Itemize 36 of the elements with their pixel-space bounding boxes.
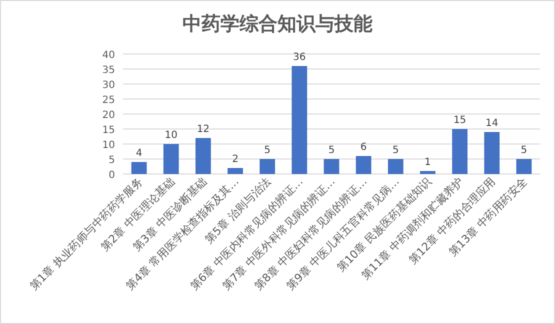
- data-label: 5: [328, 145, 335, 156]
- bar: [452, 129, 468, 174]
- bar: [195, 138, 211, 174]
- y-tick-label: 35: [102, 65, 115, 76]
- data-label: 2: [232, 154, 238, 165]
- y-tick-label: 30: [102, 80, 115, 91]
- y-tick-label: 0: [108, 170, 115, 181]
- y-tick-label: 20: [102, 110, 115, 121]
- bar: [516, 159, 532, 174]
- y-tick-label: 25: [102, 95, 115, 106]
- y-tick-label: 15: [102, 125, 115, 136]
- chart-title: 中药学综合知识与技能: [182, 13, 372, 35]
- bar: [131, 162, 147, 174]
- data-label: 15: [453, 115, 466, 126]
- bar: [228, 168, 243, 174]
- y-tick-label: 40: [102, 50, 115, 61]
- data-label: 5: [520, 145, 528, 156]
- bar: [324, 159, 340, 174]
- bar: [292, 66, 308, 174]
- data-label: 10: [164, 130, 178, 141]
- data-label: 5: [392, 145, 399, 156]
- data-label: 6: [360, 142, 367, 153]
- bar: [484, 132, 500, 174]
- y-tick-label: 10: [102, 140, 115, 151]
- data-label: 5: [264, 145, 271, 156]
- bar: [388, 159, 404, 174]
- data-label: 14: [486, 118, 498, 129]
- data-label: 36: [293, 52, 306, 63]
- bar: [420, 171, 436, 174]
- data-label: 1: [424, 157, 431, 168]
- data-label: 12: [196, 124, 210, 135]
- bar: [356, 156, 372, 174]
- data-label: 4: [136, 148, 142, 159]
- y-tick-label: 5: [108, 155, 115, 166]
- bar: [260, 159, 276, 174]
- bar: [163, 144, 179, 174]
